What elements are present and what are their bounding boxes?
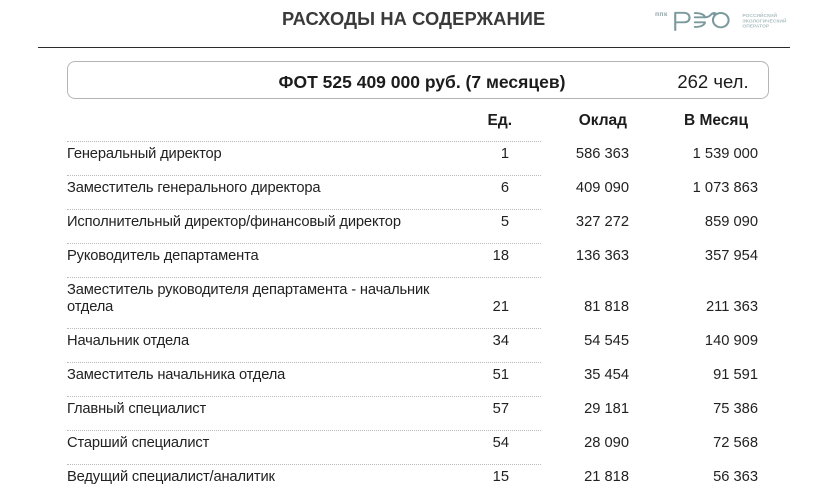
svg-text:ппк: ппк — [655, 11, 668, 18]
svg-text:ОПЕРАТОР: ОПЕРАТОР — [742, 23, 769, 28]
svg-text:РОССИЙСКИЙ: РОССИЙСКИЙ — [742, 11, 777, 18]
